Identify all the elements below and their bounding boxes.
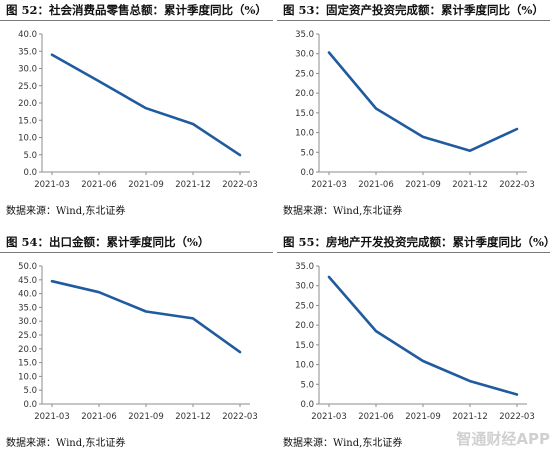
y-tick-label: 10.0 [18, 372, 37, 382]
x-tick-label: 2021-12 [452, 180, 488, 190]
x-tick-label: 2021-12 [175, 412, 211, 422]
title-divider [0, 20, 273, 21]
x-tick-label: 2021-03 [311, 180, 347, 190]
x-tick-label: 2021-06 [81, 180, 117, 190]
y-tick-label: 15.0 [18, 116, 37, 126]
title-divider [277, 20, 550, 21]
chart-panel-55: 图 55：房地产开发投资完成额：累计季度同比（%） 0.0 5.0 10.0 15.0… [277, 232, 554, 457]
y-tick-label: 5.0 [23, 151, 37, 161]
title-divider [277, 252, 550, 253]
chart-panel-53: 图 53：固定资产投资完成额：累计季度同比（%） 0.0 5.0 10.0 15.0 2… [277, 0, 554, 225]
y-tick-label: 25.0 [18, 331, 37, 341]
y-tick-label: 25.0 [18, 82, 37, 92]
y-tick-label: 35.0 [295, 30, 314, 40]
x-tick-label: 2022-03 [222, 180, 258, 190]
data-source: 数据来源：Wind,东北证券 [6, 202, 125, 217]
y-tick-label: 20.0 [295, 321, 314, 331]
chart-panel-52: 图 52：社会消费品零售总额：累计季度同比（%） 0.0 5.0 10.0 15.0 2… [0, 0, 277, 225]
y-tick-label: 30.0 [18, 317, 37, 327]
x-tick-label: 2021-03 [34, 180, 70, 190]
x-tick-label: 2021-03 [311, 412, 347, 422]
chart-title: 图 55：房地产开发投资完成额：累计季度同比（%） [283, 232, 554, 252]
y-tick-label: 45.0 [18, 276, 37, 286]
y-tick-label: 40.0 [18, 30, 37, 40]
chart-panel-54: 图 54：出口金额：累计季度同比（%） 0.0 5.0 10.0 15.0 20.0 25… [0, 232, 277, 457]
data-source: 数据来源：Wind,东北证券 [283, 434, 402, 449]
y-tick-label: 10.0 [295, 129, 314, 139]
x-tick-label: 2022-03 [499, 180, 535, 190]
x-tick-label: 2021-06 [81, 412, 117, 422]
x-tick-label: 2021-09 [405, 180, 441, 190]
line-chart: 0.0 5.0 10.0 15.0 20.0 25.0 30.0 35.0 2021-03 202… [277, 254, 554, 434]
x-tick-label: 2021-12 [175, 180, 211, 190]
x-tick-label: 2021-09 [128, 412, 164, 422]
line-chart: 0.0 5.0 10.0 15.0 20.0 25.0 30.0 35.0 2021-03 202… [277, 22, 554, 202]
y-tick-label: 35.0 [18, 47, 37, 57]
y-tick-label: 40.0 [18, 290, 37, 300]
x-tick-label: 2021-09 [405, 412, 441, 422]
y-tick-label: 15.0 [295, 109, 314, 119]
x-tick-label: 2021-06 [358, 180, 394, 190]
y-tick-label: 0.0 [300, 400, 314, 410]
series-line [329, 53, 517, 151]
y-tick-label: 30.0 [295, 50, 314, 60]
x-tick-label: 2021-03 [34, 412, 70, 422]
y-tick-label: 10.0 [18, 134, 37, 144]
y-tick-label: 30.0 [295, 282, 314, 292]
y-tick-label: 20.0 [18, 99, 37, 109]
line-chart: 0.0 5.0 10.0 15.0 20.0 25.0 30.0 35.0 40.0 45.0 50… [0, 254, 277, 434]
y-tick-label: 0.0 [23, 168, 37, 178]
y-tick-label: 25.0 [295, 301, 314, 311]
x-tick-label: 2021-12 [452, 412, 488, 422]
y-tick-label: 20.0 [18, 345, 37, 355]
y-tick-label: 10.0 [295, 361, 314, 371]
data-source: 数据来源：Wind,东北证券 [283, 202, 402, 217]
y-tick-label: 0.0 [300, 168, 314, 178]
x-tick-label: 2021-06 [358, 412, 394, 422]
line-chart: 0.0 5.0 10.0 15.0 20.0 25.0 30.0 35.0 40.0 2021-0… [0, 22, 277, 202]
y-tick-label: 0.0 [23, 400, 37, 410]
y-tick-label: 5.0 [300, 148, 314, 158]
x-tick-label: 2022-03 [222, 412, 258, 422]
chart-title: 图 54：出口金额：累计季度同比（%） [6, 232, 277, 252]
x-tick-label: 2022-03 [499, 412, 535, 422]
data-source: 数据来源：Wind,东北证券 [6, 434, 125, 449]
y-tick-label: 35.0 [18, 303, 37, 313]
series-line [52, 281, 240, 352]
chart-title: 图 52：社会消费品零售总额：累计季度同比（%） [6, 0, 277, 20]
watermark-text: 智通财经APP [456, 428, 550, 449]
chart-title: 图 53：固定资产投资完成额：累计季度同比（%） [283, 0, 554, 20]
y-tick-label: 15.0 [18, 359, 37, 369]
y-tick-label: 15.0 [295, 341, 314, 351]
y-tick-label: 50.0 [18, 262, 37, 272]
series-line [52, 55, 240, 155]
y-tick-label: 20.0 [295, 89, 314, 99]
title-divider [0, 252, 273, 253]
series-line [329, 277, 517, 395]
y-tick-label: 25.0 [295, 69, 314, 79]
x-tick-label: 2021-09 [128, 180, 164, 190]
y-tick-label: 30.0 [18, 65, 37, 75]
y-tick-label: 5.0 [300, 380, 314, 390]
y-tick-label: 35.0 [295, 262, 314, 272]
y-tick-label: 5.0 [23, 386, 37, 396]
